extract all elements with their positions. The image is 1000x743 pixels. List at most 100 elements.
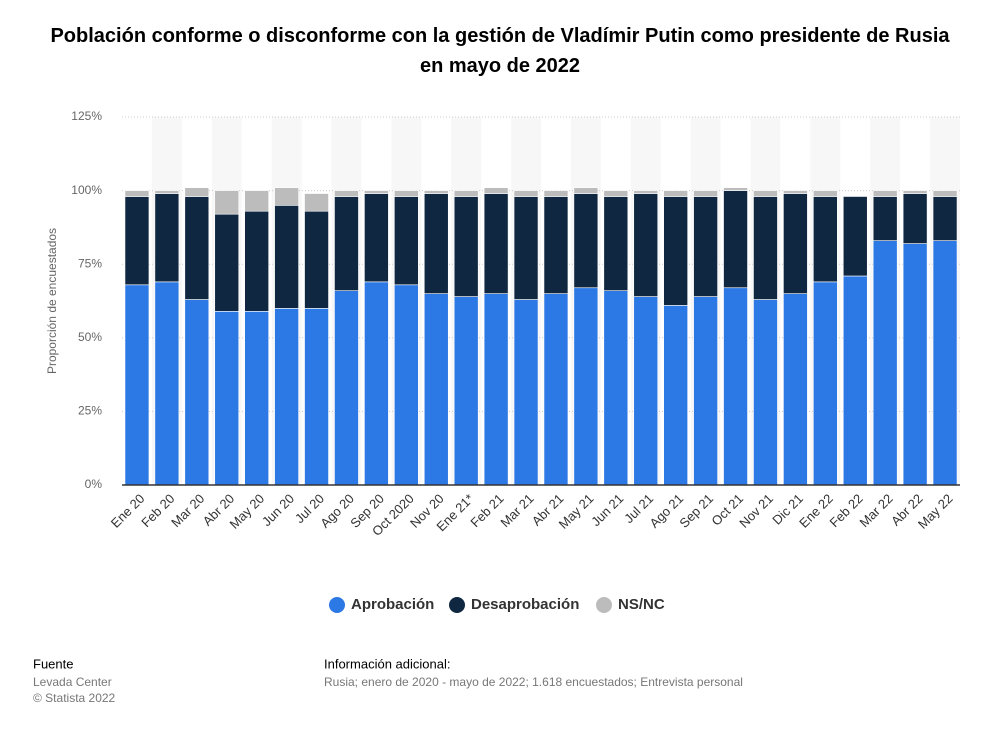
bar-segment: [513, 196, 539, 300]
legend-marker: [329, 597, 345, 613]
y-tick-label: 125%: [71, 109, 102, 123]
y-tick-label: 100%: [71, 183, 102, 197]
bar-segment: [753, 190, 778, 197]
info-title: Información adicional:: [324, 656, 450, 671]
bar-segment: [633, 190, 659, 194]
bar-segment: [364, 193, 389, 283]
bar-segment: [214, 190, 240, 215]
bar-segment: [723, 187, 748, 191]
bar-segment: [423, 193, 449, 294]
bar-segment: [334, 290, 359, 486]
bar-segment: [693, 196, 718, 297]
bar-segment: [783, 293, 808, 486]
bar-segment: [364, 281, 389, 486]
chart-title: Población conforme o disconforme con la …: [50, 25, 950, 77]
legend-label: Desaprobación: [471, 596, 579, 613]
bar-segment: [154, 193, 180, 283]
x-tick-label: Mar 22: [857, 491, 896, 530]
bar-segment: [124, 190, 150, 197]
bar-segment: [902, 190, 928, 194]
y-axis-label: Proporción de encuestados: [45, 228, 59, 374]
bar-segment: [753, 196, 778, 300]
bar-segment: [513, 299, 539, 486]
bar-segment: [394, 284, 419, 486]
info: Rusia; enero de 2020 - mayo de 2022; 1.6…: [324, 675, 743, 689]
bar-segment: [423, 293, 449, 486]
source: Levada Center: [33, 675, 112, 689]
bar-segment: [274, 205, 299, 309]
bar-segment: [543, 293, 569, 486]
bar-segment: [394, 196, 419, 286]
bar-segment: [663, 305, 688, 486]
bar-segment: [154, 190, 180, 194]
bar-segment: [543, 196, 569, 294]
bar-segment: [633, 193, 659, 297]
bar-segment: [872, 240, 898, 486]
x-tick-label: Ene 22: [796, 491, 836, 531]
bar-segment: [723, 190, 748, 289]
y-tick-label: 50%: [78, 330, 102, 344]
bar-segment: [304, 308, 329, 486]
y-tick-label: 0%: [85, 477, 103, 491]
bar-segment: [842, 275, 868, 486]
bar-segment: [573, 193, 599, 289]
bar-segment: [603, 196, 629, 291]
bar-segment: [124, 284, 150, 486]
bar-segment: [483, 293, 509, 486]
bar-segment: [154, 281, 180, 486]
copyright: © Statista 2022: [33, 691, 116, 705]
bar-segment: [633, 296, 659, 486]
bar-segment: [573, 287, 599, 486]
bar-segment: [483, 193, 509, 294]
y-tick-label: 75%: [78, 256, 102, 270]
bar-segment: [304, 210, 329, 309]
bar-segment: [334, 196, 359, 291]
x-tick-label: Mar 20: [168, 491, 207, 530]
bar-segment: [932, 240, 958, 486]
bar-segment: [783, 193, 808, 294]
x-tick-label: Jun 21: [588, 491, 626, 529]
bar-segment: [842, 196, 868, 277]
bar-segment: [124, 196, 150, 286]
bar-segment: [902, 193, 928, 244]
bar-segment: [723, 287, 748, 486]
bar-segment: [693, 296, 718, 486]
bar-segment: [872, 196, 898, 241]
bar-segment: [663, 196, 688, 306]
x-tick-label: Ene 20: [108, 491, 148, 531]
bar-segment: [453, 190, 479, 197]
bar-segment: [693, 190, 718, 197]
bar-segment: [304, 193, 329, 212]
legend-marker: [596, 597, 612, 613]
legend-marker: [449, 597, 465, 613]
bar-segment: [573, 187, 599, 194]
bar-segment: [753, 299, 778, 486]
legend-label: Aprobación: [351, 596, 434, 613]
bar-segment: [423, 190, 449, 194]
legend-label: NS/NC: [618, 596, 665, 613]
bar-segment: [244, 190, 269, 212]
x-tick-label: Jun 20: [259, 491, 297, 529]
bar-segment: [184, 187, 210, 197]
bar-segment: [274, 308, 299, 486]
x-tick-label: Mar 21: [497, 491, 536, 530]
bar-segment: [543, 190, 569, 197]
bar-segment: [453, 296, 479, 486]
bar-segment: [184, 299, 210, 486]
bar-segment: [334, 190, 359, 197]
bar-segment: [663, 190, 688, 197]
bar-segment: [214, 311, 240, 486]
bar-segment: [932, 196, 958, 241]
bar-segment: [483, 187, 509, 194]
bar-segment: [394, 190, 419, 197]
x-tick-label: Sep 21: [676, 491, 716, 531]
source-title: Fuente: [33, 656, 73, 671]
bar-segment: [872, 190, 898, 197]
bar-segment: [813, 196, 838, 283]
bar-segment: [603, 190, 629, 197]
bar-segment: [244, 311, 269, 486]
bar-segment: [603, 290, 629, 486]
y-tick-label: 25%: [78, 404, 102, 418]
bar-segment: [274, 187, 299, 206]
